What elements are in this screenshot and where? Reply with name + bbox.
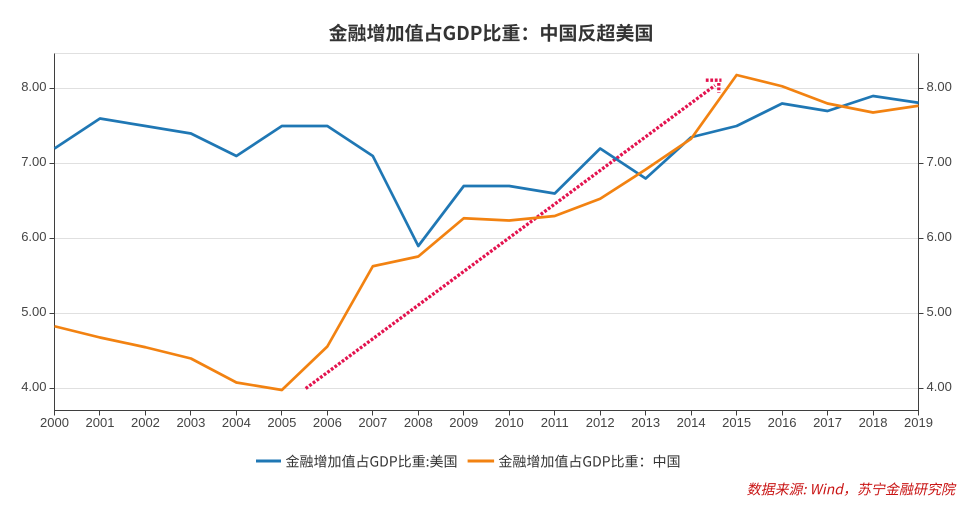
svg-text:2005: 2005 [267,415,296,430]
svg-text:7.00: 7.00 [927,154,952,169]
svg-text:6.00: 6.00 [21,229,46,244]
svg-text:2015: 2015 [722,415,751,430]
svg-text:6.00: 6.00 [927,229,952,244]
svg-text:2013: 2013 [631,415,660,430]
svg-text:2012: 2012 [586,415,615,430]
svg-text:2004: 2004 [222,415,251,430]
svg-text:4.00: 4.00 [21,379,46,394]
svg-text:2007: 2007 [358,415,387,430]
svg-text:7.00: 7.00 [21,154,46,169]
svg-text:2000: 2000 [40,415,69,430]
svg-text:2008: 2008 [404,415,433,430]
svg-text:2018: 2018 [859,415,888,430]
svg-text:5.00: 5.00 [21,304,46,319]
svg-text:2006: 2006 [313,415,342,430]
svg-text:2010: 2010 [495,415,524,430]
svg-text:2002: 2002 [131,415,160,430]
svg-text:2011: 2011 [541,415,569,430]
svg-text:2009: 2009 [449,415,478,430]
svg-text:2017: 2017 [813,415,842,430]
svg-text:8.00: 8.00 [21,79,46,94]
svg-text:5.00: 5.00 [927,304,952,319]
svg-text:2016: 2016 [768,415,797,430]
svg-text:2003: 2003 [176,415,205,430]
svg-text:2001: 2001 [86,415,115,430]
svg-text:8.00: 8.00 [927,79,952,94]
svg-text:4.00: 4.00 [927,379,952,394]
svg-text:2019: 2019 [904,415,933,430]
svg-text:2014: 2014 [677,415,706,430]
